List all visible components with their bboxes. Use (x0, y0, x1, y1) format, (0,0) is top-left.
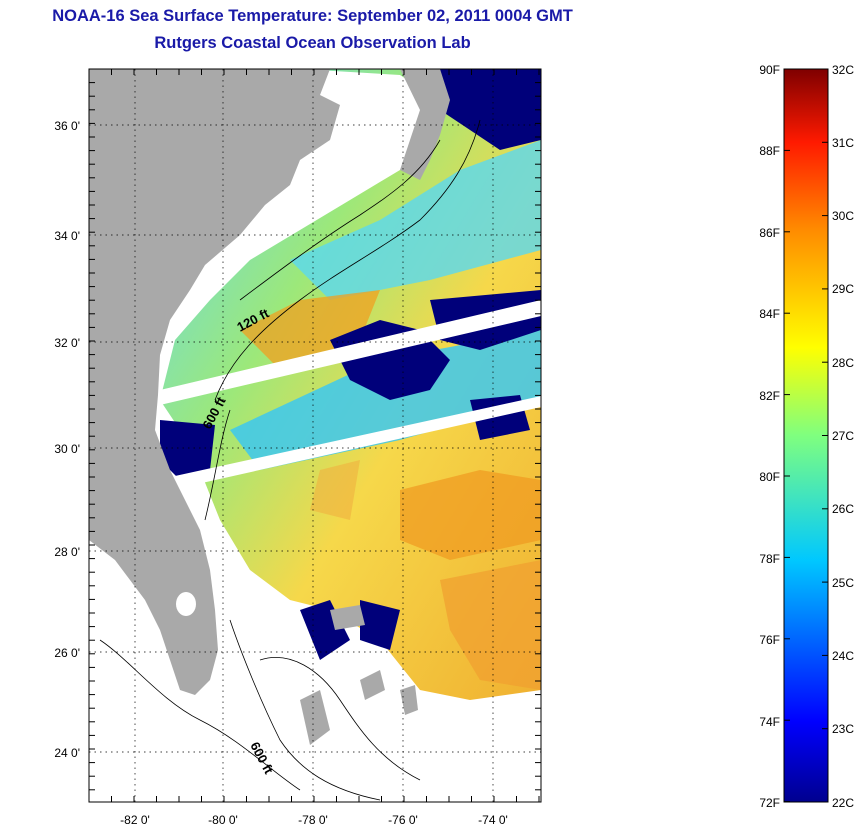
lat-label: 24 0' (54, 746, 80, 760)
lon-label: -80 0' (208, 813, 238, 827)
colorbar-c-label: 27C (832, 429, 854, 443)
lon-label: -76 0' (388, 813, 418, 827)
lat-label: 26 0' (54, 646, 80, 660)
lat-label: 34 0' (54, 229, 80, 243)
lon-label: -74 0' (478, 813, 508, 827)
graticule (89, 69, 541, 802)
map-frame (88, 68, 542, 803)
colorbar-f-label: 88F (759, 144, 780, 158)
lat-label: 32 0' (54, 336, 80, 350)
colorbar-c-label: 26C (832, 502, 854, 516)
colorbar-f-label: 90F (759, 63, 780, 77)
colorbar-c-label: 32C (832, 63, 854, 77)
land-mainland (89, 69, 340, 695)
colorbar-c-label: 28C (832, 356, 854, 370)
colorbar-f-label: 82F (759, 389, 780, 403)
colorbar-c-label: 25C (832, 576, 854, 590)
colorbar-f-label: 86F (759, 226, 780, 240)
swath-gap-south (175, 396, 541, 489)
colorbar-f-label: 72F (759, 796, 780, 810)
lat-label: 28 0' (54, 545, 80, 559)
map-title: NOAA-16 Sea Surface Temperature: Septemb… (52, 7, 573, 25)
lon-label: -82 0' (120, 813, 150, 827)
map-subtitle: Rutgers Coastal Ocean Observation Lab (154, 34, 471, 52)
colorbar-f-label: 80F (759, 470, 780, 484)
lat-label: 36 0' (54, 119, 80, 133)
colorbar-f-label: 76F (759, 633, 780, 647)
colorbar-f-label: 74F (759, 715, 780, 729)
colorbar-f-label: 78F (759, 552, 780, 566)
colorbar-c-label: 29C (832, 282, 854, 296)
colorbar-c-label: 30C (832, 209, 854, 223)
colorbar-c-label: 23C (832, 722, 854, 736)
colorbar-c-label: 24C (832, 649, 854, 663)
colorbar-c-label: 31C (832, 136, 854, 150)
swath-gap-north (160, 300, 541, 405)
lat-label: 30 0' (54, 442, 80, 456)
colorbar-f-label: 84F (759, 307, 780, 321)
cool-band (230, 330, 541, 470)
colorbar (783, 68, 829, 803)
colorbar-c-label: 22C (832, 796, 854, 810)
lon-label: -78 0' (298, 813, 328, 827)
